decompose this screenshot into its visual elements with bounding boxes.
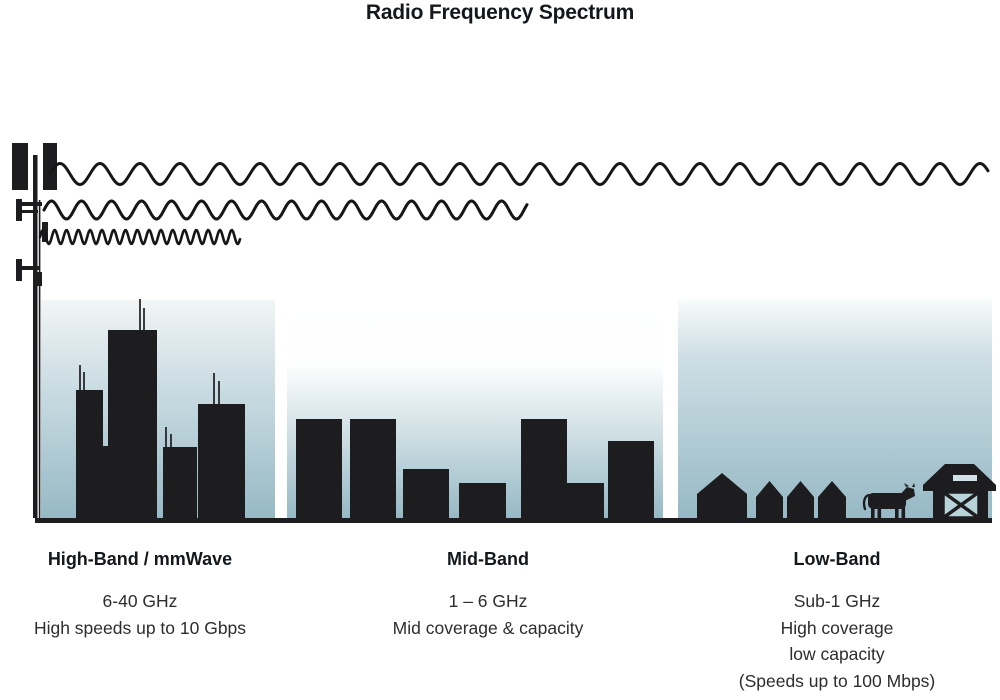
sky-gradient-mid	[287, 300, 663, 518]
tower-antenna-panel	[16, 210, 38, 213]
tower-pole	[33, 155, 38, 518]
band-detail-line: High coverage	[780, 617, 894, 638]
house-icon	[818, 481, 846, 518]
band-label-mid: Mid-Band 1 – 6 GHz Mid coverage & capacity	[393, 549, 584, 641]
band-title-low: Low-Band	[793, 549, 881, 569]
building-icon	[521, 419, 567, 518]
band-title-mid: Mid-Band	[447, 549, 529, 569]
tower-antenna-panel	[16, 266, 40, 270]
tower-antenna-panel	[37, 272, 42, 286]
cow-head	[898, 487, 915, 501]
building-icon	[103, 446, 108, 518]
band-label-low: Low-Band Sub-1 GHz High coverage low capaci…	[739, 549, 936, 694]
long-wavelength-wave	[48, 162, 990, 186]
building-icon	[567, 483, 604, 518]
cow-tail	[862, 493, 871, 511]
band-detail-line: low capacity	[789, 644, 885, 664]
building-icon	[108, 330, 157, 518]
building-icon	[403, 469, 449, 518]
tower-antenna-panel	[12, 143, 28, 190]
band-title-high: High-Band / mmWave	[47, 549, 233, 569]
band-detail-line: 1 – 6 GHz	[448, 591, 528, 611]
cow-leg	[877, 506, 882, 520]
cow-ear	[904, 483, 909, 487]
cow-icon	[862, 483, 915, 520]
building-icon	[350, 419, 396, 518]
cell-tower-icon	[12, 143, 57, 518]
tower-cable	[38, 200, 41, 518]
building-icon	[296, 419, 342, 518]
building-icon	[163, 447, 197, 518]
midband-buildings	[296, 419, 654, 518]
ground-line	[35, 518, 992, 523]
highband-skyline	[76, 299, 245, 518]
building-icon	[459, 483, 506, 518]
band-detail-line: High speeds up to 10 Gbps	[33, 617, 247, 638]
tower-antenna-panel	[43, 143, 57, 190]
cow-leg	[895, 506, 899, 520]
cow-leg	[901, 506, 906, 520]
cow-leg	[871, 506, 875, 520]
barn-loft-window	[953, 475, 977, 481]
tower-antenna-panel	[16, 202, 42, 206]
building-icon	[76, 390, 103, 518]
band-detail-line: 6-40 GHz	[102, 591, 178, 611]
cow-body	[868, 493, 906, 509]
building-icon	[198, 404, 245, 518]
building-icon	[608, 441, 654, 518]
house-icon	[787, 481, 814, 518]
barn-door-cross	[941, 490, 981, 520]
band-detail-line: Mid coverage & capacity	[392, 617, 584, 638]
lowband-farm	[697, 464, 996, 520]
short-wavelength-wave	[38, 228, 242, 246]
cow-horn	[912, 483, 915, 487]
band-detail-line: Sub-1 GHz	[793, 591, 881, 611]
medium-wavelength-wave	[42, 199, 529, 221]
house-icon	[756, 481, 783, 518]
band-detail-line: (Speeds up to 100 Mbps)	[738, 670, 936, 691]
page-title: Radio Frequency Spectrum	[365, 1, 635, 24]
barn-icon	[923, 464, 996, 520]
house-icon	[697, 473, 747, 518]
band-label-high: High-Band / mmWave 6-40 GHz High speeds up…	[34, 549, 246, 641]
